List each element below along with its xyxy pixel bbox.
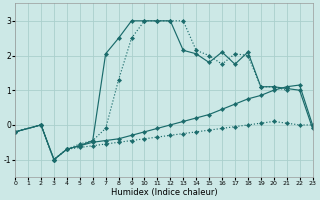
X-axis label: Humidex (Indice chaleur): Humidex (Indice chaleur)	[110, 188, 217, 197]
